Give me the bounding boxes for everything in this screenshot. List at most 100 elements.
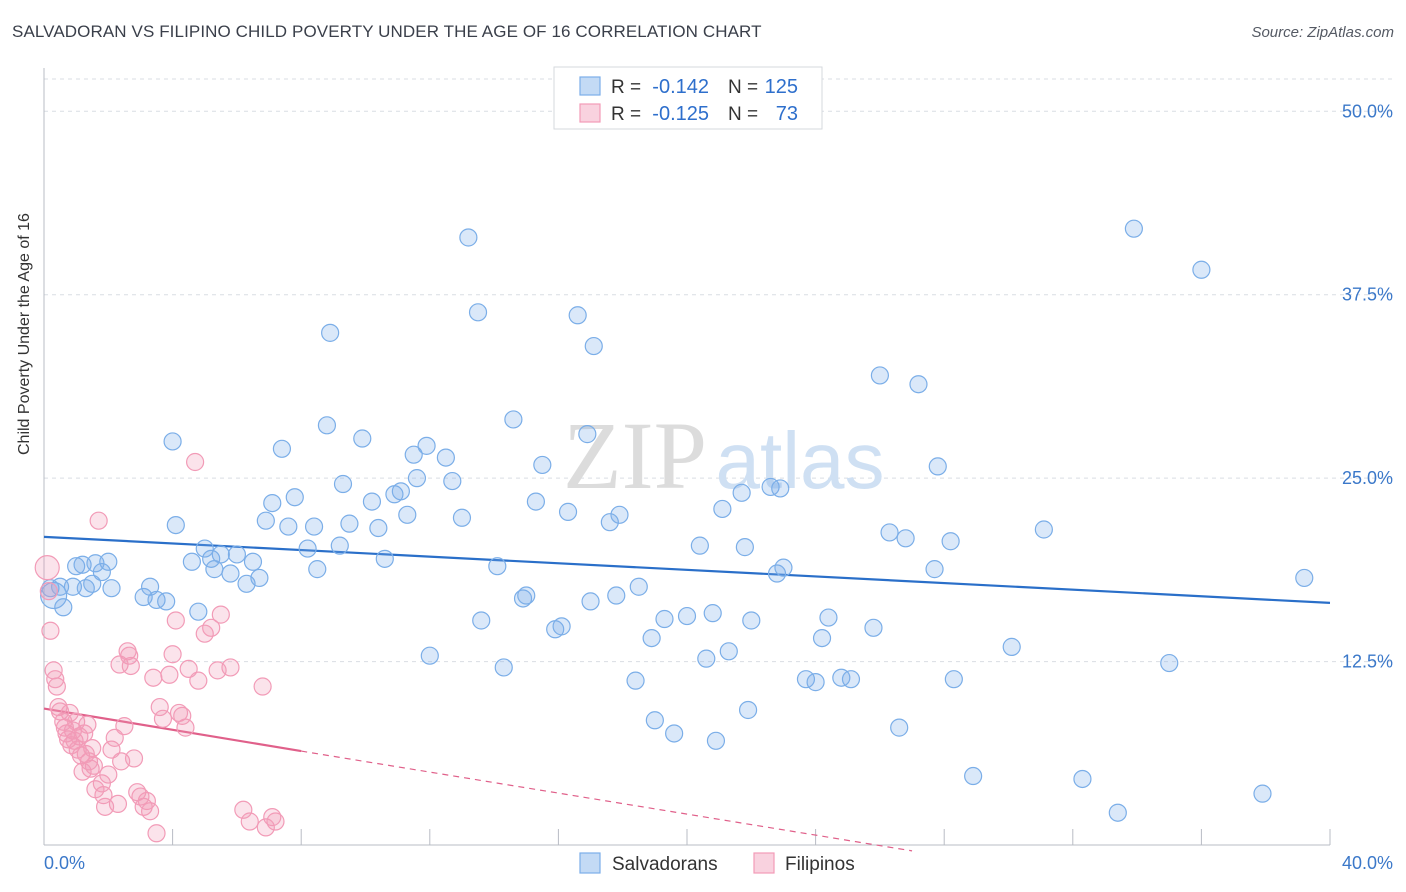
filipino-point: [163, 645, 182, 664]
salvadoran-point: [195, 539, 214, 558]
salvadoran-point: [1034, 520, 1053, 539]
x-tick-label: 40.0%: [1342, 853, 1393, 873]
salvadoran-point: [677, 606, 697, 626]
salvadoran-point: [880, 523, 899, 542]
salvadoran-point: [417, 436, 436, 455]
filipino-point: [41, 621, 60, 640]
salvadoran-point: [330, 536, 349, 555]
filipino-point: [89, 511, 108, 530]
filipino-point: [147, 824, 166, 843]
salvadoran-point: [558, 502, 578, 521]
salvadoran-point: [459, 228, 478, 247]
salvadoran-point: [375, 549, 394, 568]
filipino-point: [202, 618, 221, 637]
salvadoran-point: [340, 514, 359, 533]
salvadoran-point: [819, 608, 838, 627]
filipino-point: [115, 717, 134, 736]
legend-swatch-salvadorans: [579, 852, 601, 874]
salvadoran-point: [697, 649, 716, 668]
salvadoran-point: [909, 375, 928, 394]
filipino-point: [140, 802, 160, 821]
filipino-point: [47, 677, 66, 696]
filipino-point: [211, 605, 230, 624]
salvadoran-point: [468, 303, 488, 322]
salvadoran-point: [321, 323, 340, 342]
salvadoran-point: [256, 511, 275, 530]
x-tick-label: 0.0%: [44, 853, 85, 873]
salvadoran-point: [703, 604, 722, 623]
salvadoran-point: [221, 564, 240, 583]
salvadoran-point: [54, 598, 73, 617]
filipino-point: [34, 555, 60, 581]
filipino-point: [102, 740, 121, 759]
salvadoran-point: [285, 488, 304, 507]
salvadoran-point: [578, 425, 597, 444]
salvadoran-point: [806, 673, 825, 692]
salvadoran-point: [147, 590, 166, 610]
salvadoran-point: [404, 445, 423, 464]
salvadoran-point: [443, 471, 462, 491]
legend-r-label: R =: [611, 77, 641, 98]
filipino-point: [46, 670, 65, 689]
filipino-point: [253, 677, 272, 696]
filipino-point: [240, 812, 259, 831]
salvadoran-point: [420, 646, 439, 665]
salvadoran-point: [870, 366, 890, 385]
salvadoran-point: [67, 557, 86, 576]
salvadoran-point: [732, 483, 751, 502]
filipino-point: [176, 718, 195, 737]
filipino-point: [137, 791, 156, 811]
salvadoran-point: [626, 671, 645, 690]
salvadoran-point: [771, 479, 790, 498]
salvadoran-point: [83, 574, 102, 593]
salvadoran-point: [272, 439, 292, 458]
salvadoran-point: [157, 592, 176, 611]
filipino-point: [105, 728, 124, 747]
salvadoran-point: [92, 562, 111, 582]
filipino-point: [83, 739, 102, 758]
salvadoran-point: [436, 448, 455, 467]
salvadoran-point: [629, 577, 648, 596]
tick-labels: 12.5% 25.0% 37.5% 50.0% 0.0% 40.0%: [44, 101, 1393, 873]
salvadoran-point: [211, 545, 230, 564]
salvadoran-point: [353, 429, 372, 448]
salvadoran-point: [304, 517, 324, 536]
series-legend: Salvadorans Filipinos: [579, 852, 855, 875]
legend-label-filipinos: Filipinos: [785, 854, 855, 875]
legend-n-label: N =: [728, 104, 758, 125]
salvadoran-point: [925, 560, 944, 579]
salvadoran-point: [928, 457, 947, 476]
salvadoran-point: [102, 579, 121, 598]
salvadoran-point: [488, 557, 507, 576]
salvadoran-point: [690, 536, 709, 555]
legend-n-value: 73: [776, 103, 798, 125]
salvadoran-point: [581, 592, 600, 611]
salvadoran-point: [526, 492, 545, 511]
salvadoran-point: [841, 670, 861, 689]
salvadoran-point: [1002, 637, 1021, 656]
filipino-point: [150, 697, 169, 717]
legend-swatch-filipinos: [753, 852, 775, 874]
salvadoran-point: [369, 518, 388, 538]
filipino-point: [124, 749, 144, 768]
filipino-point: [108, 794, 128, 814]
legend-r-value: -0.125: [652, 103, 709, 125]
salvadoran-point: [944, 670, 963, 689]
salvadoran-point: [1124, 219, 1143, 238]
filipino-point: [173, 706, 192, 725]
salvadoran-point: [452, 508, 472, 527]
salvadoran-point: [713, 499, 732, 519]
filipino-point: [189, 671, 208, 690]
filipino-trend-extension: [301, 750, 913, 852]
salvadoran-point: [1160, 653, 1179, 673]
salvadoran-point: [182, 552, 201, 571]
salvadoran-point: [896, 529, 915, 548]
salvadoran-point: [742, 611, 761, 630]
salvadoran-point: [941, 532, 960, 551]
salvadoran-point: [398, 505, 417, 524]
salvadoran-point: [308, 560, 327, 579]
salvadoran-point: [645, 711, 664, 730]
salvadoran-point: [774, 558, 793, 577]
filipino-point: [84, 756, 103, 775]
salvadoran-point: [964, 766, 983, 786]
